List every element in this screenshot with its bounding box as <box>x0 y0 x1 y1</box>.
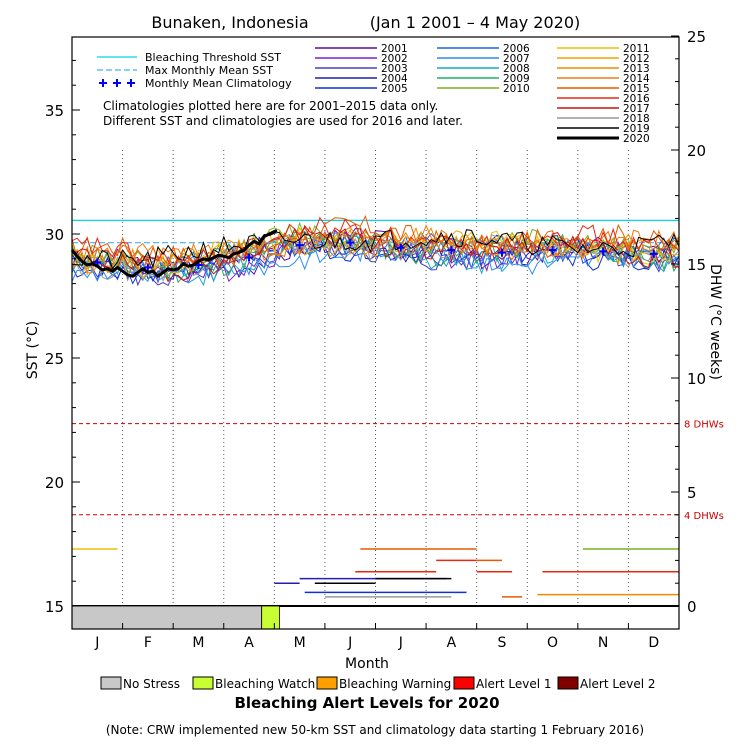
sst-line-2014 <box>71 224 680 270</box>
alert-swatch <box>192 676 214 690</box>
legend-year-2012: 2012 <box>623 53 650 65</box>
climatology-marker <box>396 243 405 252</box>
legend-year-2009: 2009 <box>503 73 530 85</box>
climatology-marker <box>497 248 506 257</box>
legend-year-2006: 2006 <box>503 43 530 55</box>
sst-line-2009 <box>71 230 680 284</box>
legend-climatology-marker <box>127 79 135 87</box>
legend-year-2019: 2019 <box>623 123 650 135</box>
sst-tick-label: 15 <box>45 598 64 616</box>
alert-bar-watch <box>261 605 280 630</box>
sst-line-2017 <box>71 224 680 283</box>
legend-climatology-marker <box>113 79 121 87</box>
month-tick-label: F <box>144 635 152 651</box>
chart-title: Bunaken, Indonesia <box>151 13 308 32</box>
legend-mmm-label: Max Monthly Mean SST <box>145 64 273 77</box>
legend-climatology-marker <box>99 79 107 87</box>
legend-climatology-label: Monthly Mean Climatology <box>145 77 292 90</box>
alert-label: No Stress <box>123 677 180 691</box>
dhw-tick-label: 25 <box>687 28 706 46</box>
chart-date-range: (Jan 1 2001 – 4 May 2020) <box>370 13 581 32</box>
climatology-marker <box>548 246 557 255</box>
month-tick-label: M <box>192 635 204 651</box>
legend-year-2010: 2010 <box>503 83 530 95</box>
month-tick-label: A <box>244 635 254 651</box>
dhw-tick-label: 15 <box>687 256 706 274</box>
alert-level-legend: No Stress Bleaching Watch Bleaching Warnin… <box>100 676 656 691</box>
dhw-tick-label: 5 <box>687 484 697 502</box>
dhw-tick-label: 10 <box>687 370 706 388</box>
month-tick-label: N <box>598 635 608 651</box>
legend-year-2003: 2003 <box>381 63 408 75</box>
sst-line-2013 <box>71 226 680 274</box>
y-axis-label-right: DHW (°C weeks) <box>707 264 723 380</box>
sst-tick-label: 30 <box>45 226 64 244</box>
legend-year-2013: 2013 <box>623 63 650 75</box>
climatology-marker <box>143 263 152 272</box>
climatology-marker <box>245 253 254 262</box>
month-tick-label: J <box>398 635 403 651</box>
legend-year-2004: 2004 <box>381 73 408 85</box>
alert-swatch <box>316 676 338 690</box>
alert-swatch <box>557 676 579 690</box>
legend-year-2007: 2007 <box>503 53 530 65</box>
legend-year-2017: 2017 <box>623 103 650 115</box>
climatology-marker <box>447 246 456 255</box>
month-tick-label: J <box>347 635 352 651</box>
legend-year-2002: 2002 <box>381 53 408 65</box>
axes-layer: 8 DHWs 4 DHWs 15 20 25 30 35 0 5 10 15 20 25 J F M A M J J A… <box>45 28 724 651</box>
y-axis-label-left: SST (°C) <box>25 321 41 379</box>
legend-year-2011: 2011 <box>623 43 650 55</box>
dhw-tick-label: 20 <box>687 142 706 160</box>
data-layer <box>70 150 680 630</box>
month-tick-label: M <box>294 635 306 651</box>
sst-tick-label: 35 <box>45 102 64 120</box>
alert-legend-title: Bleaching Alert Levels for 2020 <box>234 694 499 712</box>
month-tick-label: J <box>94 635 99 651</box>
alert-label: Bleaching Warning <box>339 677 451 691</box>
legend-year-2005: 2005 <box>381 83 408 95</box>
climatology-note-line-1: Climatologies plotted here are for 2001–… <box>103 99 438 113</box>
month-tick-label: S <box>498 635 507 651</box>
alert-swatch <box>453 676 475 690</box>
legend-year-2001: 2001 <box>381 43 408 55</box>
reference-label: 4 DHWs <box>684 511 724 522</box>
alert-bar-no-stress <box>71 605 263 630</box>
alert-swatch <box>100 676 122 690</box>
climatology-marker <box>649 249 658 258</box>
sst-tick-label: 20 <box>45 474 64 492</box>
legend-threshold-label: Bleaching Threshold SST <box>145 51 281 64</box>
alert-label: Alert Level 1 <box>476 677 552 691</box>
legend-year-2008: 2008 <box>503 63 530 75</box>
climatology-marker <box>599 247 608 256</box>
dhw-tick-label: 0 <box>687 598 697 616</box>
climatology-marker <box>346 238 355 247</box>
sst-line-2019 <box>71 229 680 270</box>
climatology-note-line-2: Different SST and climatologies are used… <box>103 114 463 128</box>
month-tick-label: O <box>547 635 558 651</box>
legend-year-2020: 2020 <box>623 133 650 145</box>
sst-line-2020 <box>70 228 278 279</box>
legend-year-2014: 2014 <box>623 73 650 85</box>
legend-year-2016: 2016 <box>623 93 650 105</box>
alert-label: Bleaching Watch <box>215 677 315 691</box>
footnote: (Note: CRW implemented new 50-km SST and… <box>106 723 644 737</box>
month-tick-label: D <box>648 635 659 651</box>
legend-year-2018: 2018 <box>623 113 650 125</box>
sst-line-2003 <box>71 235 680 287</box>
reference-label: 8 DHWs <box>684 420 724 431</box>
x-axis-label: Month <box>345 656 389 672</box>
legend-year-2015: 2015 <box>623 83 650 95</box>
climatology-marker <box>295 241 304 250</box>
sst-tick-label: 25 <box>45 350 64 368</box>
month-tick-label: A <box>447 635 457 651</box>
alert-label: Alert Level 2 <box>580 677 656 691</box>
